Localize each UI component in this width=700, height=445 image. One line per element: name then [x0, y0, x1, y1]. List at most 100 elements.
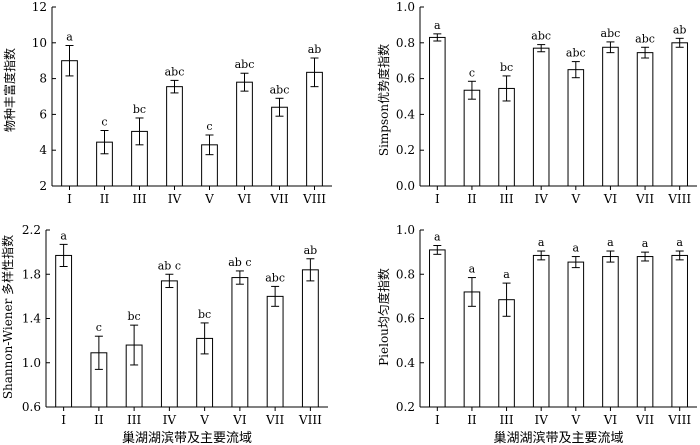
- x-tick-label: I: [61, 413, 66, 427]
- bar-II: [463, 291, 481, 408]
- significance-label: a: [469, 263, 476, 276]
- x-tick-label: VIII: [667, 413, 691, 427]
- x-tick-label: I: [67, 192, 72, 206]
- bar-VI: [231, 277, 249, 408]
- y-axis-label: Pielou均匀度指数: [376, 268, 391, 366]
- x-tick-label: III: [127, 413, 141, 427]
- significance-label: a: [503, 268, 510, 281]
- y-tick-label: 6: [39, 107, 47, 121]
- y-axis-label: Shannon-Wiener 多样性指数: [0, 235, 15, 399]
- bar-VIII: [671, 254, 688, 408]
- y-tick-label: 12: [32, 0, 47, 14]
- significance-label: ab: [304, 244, 318, 257]
- y-tick-label: 0.0: [396, 179, 415, 193]
- y-tick-label: 2.2: [22, 223, 41, 237]
- bar-V: [567, 261, 585, 408]
- x-tick-label: VII: [635, 192, 654, 206]
- bar-VII: [271, 106, 288, 187]
- bar-I: [61, 60, 78, 187]
- x-tick-label: IV: [163, 413, 177, 427]
- bar-VI: [602, 256, 619, 408]
- significance-label: bc: [500, 61, 513, 74]
- y-tick-label: 0.6: [396, 72, 415, 86]
- bar-VII: [636, 256, 654, 408]
- bar-IV: [166, 86, 183, 187]
- x-tick-label: II: [467, 413, 477, 427]
- bar-VII: [636, 52, 654, 187]
- significance-label: abc: [566, 47, 586, 60]
- significance-label: ab: [308, 43, 322, 56]
- y-tick-label: 0.2: [396, 143, 415, 157]
- significance-label: ab c: [228, 256, 251, 269]
- panel-2: 0.0 0.2 0.4 0.6 0.8 1.0 Simpson优势度指数 a Ic II bc III…: [376, 0, 697, 206]
- y-tick-label: 4: [39, 143, 47, 157]
- x-tick-label: V: [204, 192, 214, 206]
- bar-IV: [532, 47, 550, 187]
- x-tick-label: VI: [237, 192, 252, 206]
- x-tick-label: VIII: [302, 192, 326, 206]
- significance-label: bc: [128, 310, 141, 323]
- x-tick-label: II: [94, 413, 104, 427]
- x-tick-label: VIII: [667, 192, 691, 206]
- significance-label: c: [101, 116, 107, 129]
- significance-label: abc: [270, 83, 290, 96]
- bar-II: [463, 89, 481, 187]
- significance-label: a: [607, 236, 614, 249]
- x-tick-label: VII: [635, 413, 654, 427]
- y-tick-label: 1.0: [22, 356, 41, 370]
- bar-I: [55, 254, 73, 408]
- significance-label: a: [538, 236, 545, 249]
- y-tick-label: 1.4: [22, 312, 41, 326]
- significance-label: ab: [673, 23, 687, 36]
- significance-label: a: [434, 19, 441, 32]
- bar-IV: [160, 280, 178, 408]
- bar-VIII: [301, 269, 319, 408]
- significance-label: a: [642, 237, 649, 250]
- bar-VIII: [671, 42, 688, 187]
- panel-3: 0.6 1.0 1.4 1.8 2.2 Shannon-Wiener 多样性指数 a Ic II…: [0, 223, 328, 445]
- x-tick-label: III: [499, 192, 513, 206]
- significance-label: abc: [531, 30, 551, 43]
- x-tick-label: II: [467, 192, 477, 206]
- x-tick-label: II: [100, 192, 110, 206]
- significance-label: a: [676, 236, 683, 249]
- x-tick-label: III: [499, 413, 513, 427]
- y-tick-label: 1.0: [396, 0, 415, 14]
- x-tick-label: VII: [269, 192, 288, 206]
- x-tick-label: VI: [603, 413, 618, 427]
- x-tick-label: I: [435, 192, 440, 206]
- panel-4: 0.2 0.4 0.6 0.8 1.0 Pielou均匀度指数 a Ia II a III a IV a V…: [376, 223, 697, 445]
- bar-I: [429, 36, 446, 187]
- y-tick-label: 0.6: [396, 312, 415, 326]
- significance-label: abc: [265, 271, 285, 284]
- y-tick-label: 1.8: [22, 267, 41, 281]
- significance-label: bc: [133, 103, 146, 116]
- y-tick-label: 0.8: [396, 267, 415, 281]
- significance-label: c: [469, 66, 475, 79]
- significance-label: abc: [601, 27, 621, 40]
- x-tick-label: VI: [603, 192, 618, 206]
- bar-VII: [266, 295, 284, 408]
- x-axis-label: 巢湖湖滨带及主要流域: [122, 430, 252, 445]
- y-tick-label: 1.0: [396, 223, 415, 237]
- y-axis-label: 物种丰富度指数: [2, 48, 17, 132]
- x-tick-label: IV: [168, 192, 182, 206]
- significance-label: a: [60, 229, 67, 242]
- y-tick-label: 0.4: [396, 356, 415, 370]
- y-tick-label: 0.8: [396, 36, 415, 50]
- x-axis-label: 巢湖湖滨带及主要流域: [493, 430, 623, 445]
- y-tick-label: 8: [39, 72, 47, 86]
- y-tick-label: 10: [32, 36, 47, 50]
- bar-VI: [602, 46, 619, 187]
- bar-IV: [532, 254, 550, 408]
- significance-label: c: [206, 120, 212, 133]
- significance-label: ab c: [158, 259, 181, 272]
- y-axis-label: Simpson优势度指数: [376, 44, 391, 156]
- x-tick-label: I: [435, 413, 440, 427]
- x-tick-label: V: [570, 413, 580, 427]
- y-tick-label: 0.4: [396, 107, 415, 121]
- significance-label: abc: [635, 32, 655, 45]
- y-tick-label: 0.2: [396, 400, 415, 414]
